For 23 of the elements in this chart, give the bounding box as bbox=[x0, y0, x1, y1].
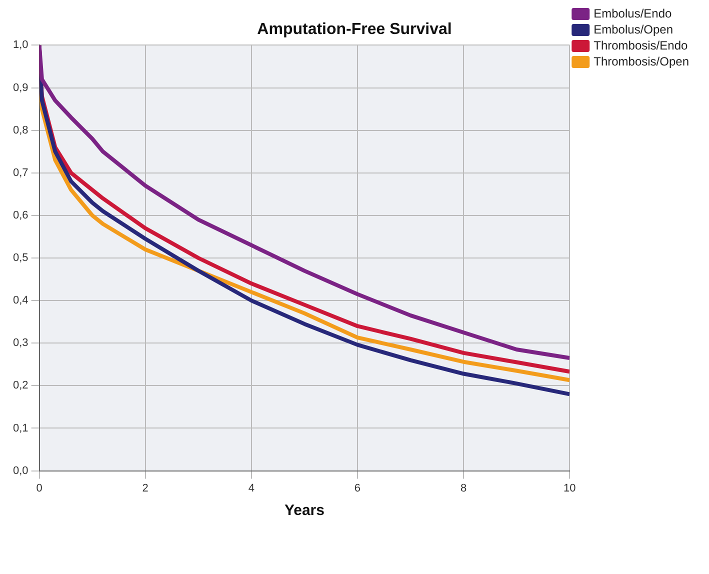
x-tick-label: 4 bbox=[248, 482, 254, 494]
x-axis-title: Years bbox=[284, 502, 324, 520]
y-tick-label: 0,9 bbox=[12, 82, 28, 94]
y-tick-label: 0,7 bbox=[12, 166, 28, 179]
legend-label: Thrombosis/Open bbox=[594, 54, 689, 68]
y-tick-label: 0,1 bbox=[12, 422, 28, 434]
legend-label: Thrombosis/Endo bbox=[594, 38, 688, 52]
y-tick-label: 0,6 bbox=[12, 209, 28, 222]
legend-label: Embolus/Endo bbox=[594, 6, 672, 20]
y-tick-label: 1,0 bbox=[12, 39, 28, 52]
y-tick-label: 0,3 bbox=[12, 337, 28, 350]
y-tick-label: 0,8 bbox=[12, 124, 28, 136]
x-tick-label: 6 bbox=[354, 482, 361, 494]
y-tick-label: 0,4 bbox=[12, 294, 28, 307]
x-tick-label: 8 bbox=[460, 482, 467, 494]
legend-label: Embolus/Open bbox=[594, 22, 674, 36]
y-tick-label: 0,0 bbox=[12, 464, 28, 477]
x-tick-label: 10 bbox=[564, 482, 576, 494]
x-tick-label: 0 bbox=[36, 482, 42, 494]
chart-title: Amputation-Free Survival bbox=[257, 21, 452, 38]
y-tick-label: 0,2 bbox=[12, 380, 28, 392]
x-tick-label: 2 bbox=[142, 482, 148, 494]
y-tick-label: 0,5 bbox=[12, 252, 28, 264]
